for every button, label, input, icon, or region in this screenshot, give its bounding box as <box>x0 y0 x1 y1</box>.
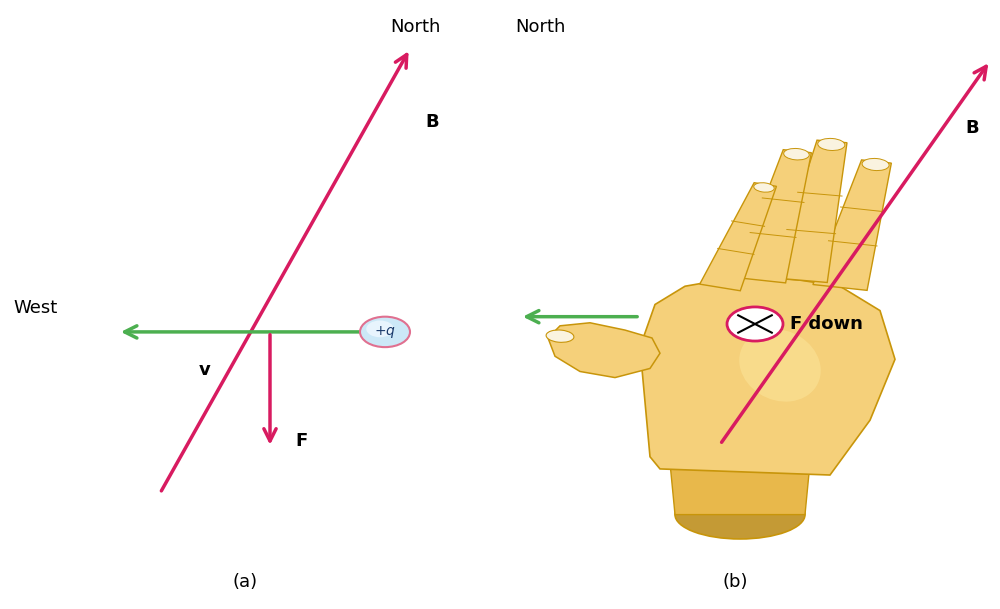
Text: v: v <box>199 361 211 379</box>
Text: $+q$: $+q$ <box>374 324 396 340</box>
Circle shape <box>360 317 410 347</box>
Ellipse shape <box>739 329 821 401</box>
Polygon shape <box>640 277 895 475</box>
Ellipse shape <box>754 183 774 192</box>
Text: v: v <box>561 344 573 362</box>
Text: B: B <box>425 113 439 131</box>
Ellipse shape <box>862 158 889 171</box>
Ellipse shape <box>784 149 809 160</box>
Text: B: B <box>965 119 979 137</box>
Ellipse shape <box>675 490 805 539</box>
Text: F: F <box>295 432 307 451</box>
Text: North: North <box>390 18 440 37</box>
Polygon shape <box>548 323 660 378</box>
Text: (b): (b) <box>722 572 748 591</box>
Polygon shape <box>813 160 891 290</box>
Polygon shape <box>700 183 776 290</box>
Polygon shape <box>734 150 811 283</box>
Polygon shape <box>670 463 810 515</box>
Polygon shape <box>773 140 847 283</box>
Text: F down: F down <box>790 315 863 333</box>
Circle shape <box>366 320 394 337</box>
Text: (a): (a) <box>232 572 258 591</box>
Ellipse shape <box>818 138 845 150</box>
Text: North: North <box>515 18 565 37</box>
Circle shape <box>727 307 783 341</box>
Ellipse shape <box>546 330 574 342</box>
Text: West: West <box>13 298 57 317</box>
